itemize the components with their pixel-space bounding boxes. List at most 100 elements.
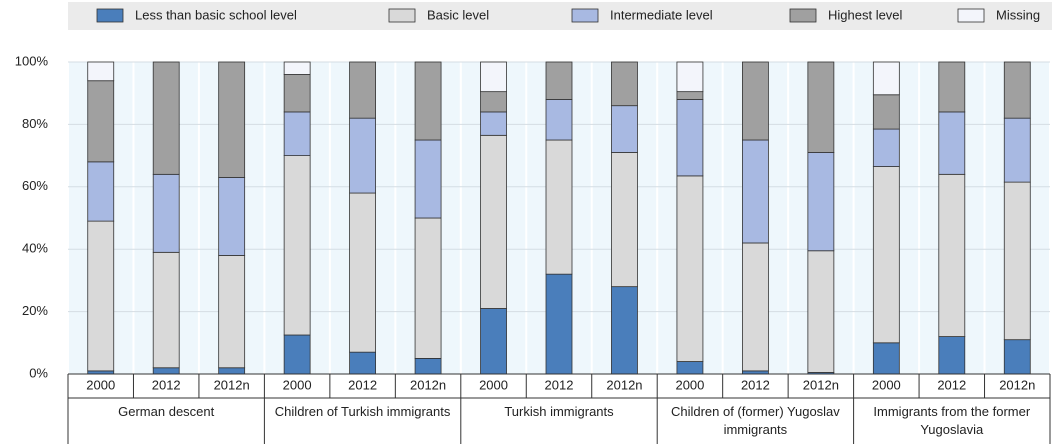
bar-segment — [480, 308, 507, 375]
x-tick-label: 2000 — [872, 377, 901, 392]
x-tick-label: 2000 — [479, 377, 508, 392]
bar-segment — [807, 250, 835, 373]
group-label: German descent — [118, 404, 215, 419]
x-tick-label: 2012n — [606, 377, 642, 392]
y-tick-label: 100% — [15, 53, 49, 68]
legend-label: Intermediate level — [610, 7, 713, 22]
bar-segment — [742, 139, 769, 244]
bar-segment — [349, 192, 377, 353]
bar-segment — [283, 74, 311, 113]
bar-segment — [480, 61, 507, 93]
group-label: Turkish immigrants — [504, 404, 614, 419]
bar-segment — [938, 173, 966, 337]
bar-segment — [676, 175, 704, 362]
bar-segment — [152, 61, 180, 175]
legend-swatch — [388, 8, 416, 23]
group-label: Children of Turkish immigrants — [274, 404, 451, 419]
bar-segment — [87, 61, 115, 82]
x-tick-label: 2000 — [675, 377, 704, 392]
x-tick-label: 2012n — [999, 377, 1035, 392]
bar-segment — [414, 139, 442, 219]
bar-segment — [414, 217, 442, 359]
legend-label: Basic level — [427, 7, 489, 22]
bar-segment — [611, 286, 638, 375]
y-tick-label: 60% — [22, 178, 48, 193]
bar-segment — [545, 99, 573, 141]
bar-segment — [414, 61, 442, 141]
bar-segment — [283, 111, 311, 156]
bar-segment — [545, 139, 573, 275]
x-tick-label: 2012n — [410, 377, 446, 392]
bar-segment — [742, 61, 769, 141]
x-tick-label: 2000 — [283, 377, 312, 392]
bar-segment — [152, 367, 180, 375]
bar-segment — [676, 361, 704, 375]
bar-segment — [87, 161, 115, 222]
y-tick-label: 20% — [22, 303, 48, 318]
x-tick-label: 2012 — [741, 377, 770, 392]
bar-segment — [152, 251, 180, 369]
bar-segment — [283, 334, 311, 375]
bar-segment — [611, 152, 638, 288]
x-tick-label: 2012 — [937, 377, 966, 392]
bar-segment — [1003, 117, 1031, 183]
bar-segment — [152, 173, 180, 253]
bar-segment — [872, 94, 900, 130]
bar-segment — [807, 152, 835, 252]
y-tick-label: 40% — [22, 241, 48, 256]
bar-segment — [283, 155, 311, 336]
bar-segment — [480, 111, 507, 136]
bar-segment — [218, 255, 246, 369]
bar-segment — [480, 91, 507, 113]
bar-segment — [872, 128, 900, 167]
bar-segment — [872, 166, 900, 344]
bar-segment — [414, 357, 442, 375]
legend-swatch — [789, 8, 817, 23]
legend-background — [68, 2, 1052, 30]
group-label: Immigrants from the former Yugoslavia — [873, 404, 1031, 437]
bar-segment — [218, 61, 246, 178]
x-tick-label: 2012 — [348, 377, 377, 392]
bar-segment — [938, 336, 966, 375]
legend-label: Missing — [996, 7, 1040, 22]
group-label: Children of (former) Yugoslav immigrants — [670, 404, 840, 437]
bar-segment — [742, 242, 769, 372]
bar-segment — [611, 105, 638, 153]
legend-swatch — [957, 8, 985, 23]
x-tick-label: 2012n — [803, 377, 839, 392]
bar-segment — [872, 342, 900, 375]
x-tick-label: 2012 — [545, 377, 574, 392]
bar-segment — [218, 177, 246, 256]
legend-label: Less than basic school level — [135, 7, 297, 22]
y-tick-label: 0% — [29, 365, 48, 380]
legend-swatch — [96, 8, 124, 23]
bar-segment — [676, 99, 704, 177]
bar-segment — [87, 80, 115, 163]
y-tick-label: 80% — [22, 116, 48, 131]
bar-segment — [545, 61, 573, 100]
bar-segment — [283, 61, 311, 75]
bar-segment — [1003, 339, 1031, 375]
bar-segment — [676, 91, 704, 100]
bar-segment — [87, 220, 115, 372]
bar-segment — [676, 61, 704, 93]
bar-segment — [218, 367, 246, 375]
x-tick-label: 2012n — [214, 377, 250, 392]
x-tick-label: 2012 — [152, 377, 181, 392]
bar-segment — [1003, 181, 1031, 341]
x-tick-label: 2000 — [86, 377, 115, 392]
bar-segment — [1003, 61, 1031, 119]
bar-segment — [349, 351, 377, 375]
bar-segment — [349, 61, 377, 119]
bar-segment — [807, 61, 835, 153]
legend-swatch — [571, 8, 599, 23]
legend-label: Highest level — [828, 7, 903, 22]
bar-segment — [480, 134, 507, 309]
bar-segment — [872, 61, 900, 96]
bar-segment — [611, 61, 638, 107]
bar-segment — [545, 273, 573, 375]
bar-segment — [349, 117, 377, 194]
bar-segment — [938, 61, 966, 113]
